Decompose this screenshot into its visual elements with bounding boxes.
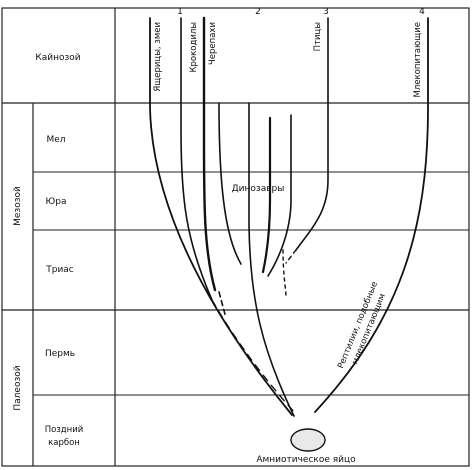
- amniotic-egg: [290, 428, 326, 452]
- label-turtles: Черепахи: [208, 22, 218, 65]
- branch-dinosaur-a: [218, 102, 242, 265]
- label-amniotic-egg: Амниотическое яйцо: [256, 455, 356, 465]
- period-permian: Пермь: [45, 349, 75, 359]
- branch-birds: [295, 17, 329, 251]
- chart-grid: [1, 7, 470, 467]
- phylogeny-branches: [149, 16, 429, 417]
- branch-turtles: [202, 16, 217, 292]
- branch-crocodiles: [180, 17, 213, 301]
- era-mesozoic: Мезозой: [13, 186, 23, 226]
- branch-crocodiles-dashed: [211, 299, 297, 415]
- branch-mammals: [314, 17, 429, 413]
- label-birds: Птицы: [313, 22, 323, 51]
- era-cenozoic: Кайнозой: [35, 53, 80, 63]
- period-late-carboniferous: Поздний: [45, 425, 84, 435]
- branch-dinosaur-dashed: [282, 249, 287, 297]
- branch-dinosaur-c: [261, 116, 272, 274]
- branch-lizards-snakes: [149, 17, 293, 416]
- period-triassic: Триас: [45, 265, 74, 275]
- column-number-4: 4: [419, 7, 425, 17]
- branch-dinosaur-d: [267, 114, 292, 277]
- label-crocodiles: Крокодилы: [189, 22, 199, 73]
- period-cretaceous: Мел: [46, 135, 65, 145]
- period-late-carboniferous-line2: карбон: [48, 438, 80, 448]
- branch-dinosaur-b: [248, 102, 295, 417]
- branch-turtles-dashed: [218, 291, 227, 319]
- label-mammals: Млекопитающие: [413, 22, 423, 98]
- column-number-1: 1: [177, 7, 183, 17]
- branch-birds-dashed: [285, 249, 297, 264]
- label-lizards-snakes: Ящерицы, змеи: [153, 22, 163, 92]
- label-dinosaurs: Динозавры: [232, 184, 285, 194]
- column-number-2: 2: [255, 7, 261, 17]
- column-number-3: 3: [323, 7, 329, 17]
- period-jurassic: Юра: [46, 197, 67, 207]
- era-paleozoic: Палеозой: [13, 365, 23, 410]
